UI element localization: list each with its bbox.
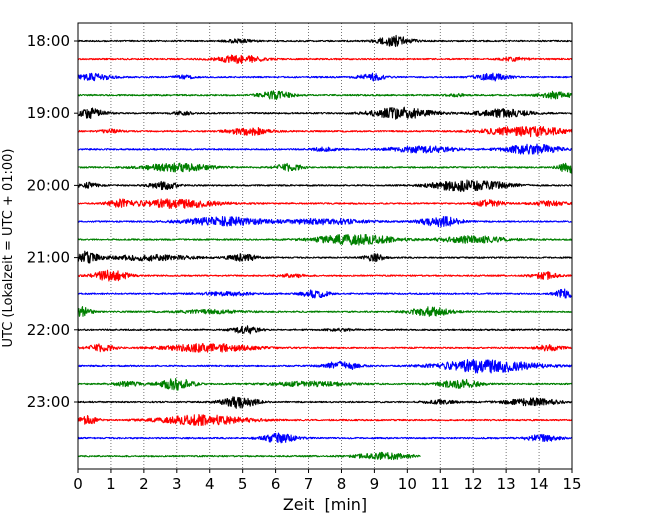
trace-row xyxy=(77,179,573,193)
y-tick-label: 23:00 xyxy=(27,393,70,411)
x-axis-ticks: 0 1 2 3 4 5 6 7 8 9 10 11 12 13 14 15 xyxy=(73,469,582,493)
trace-row xyxy=(77,198,573,209)
trace-row xyxy=(77,215,573,228)
trace-row xyxy=(77,233,573,246)
trace-row xyxy=(77,432,573,444)
y-axis-ticks: 18:00 19:00 20:00 21:00 22:00 23:00 xyxy=(27,32,78,411)
x-tick-label: 5 xyxy=(238,475,248,493)
x-grid xyxy=(110,23,540,469)
x-tick-label: 0 xyxy=(73,475,83,493)
trace-row xyxy=(77,396,573,409)
x-tick-label: 1 xyxy=(106,475,116,493)
trace-row xyxy=(77,34,573,48)
y-tick-label: 18:00 xyxy=(27,32,70,50)
plot-frame xyxy=(77,22,573,470)
trace-row xyxy=(77,343,573,353)
x-tick-label: 13 xyxy=(497,475,516,493)
trace-row xyxy=(77,90,573,100)
x-tick-label: 6 xyxy=(271,475,281,493)
x-tick-label: 4 xyxy=(205,475,215,493)
x-tick-label: 12 xyxy=(464,475,483,493)
x-tick-label: 8 xyxy=(337,475,347,493)
x-tick-label: 14 xyxy=(530,475,549,493)
y-tick-label: 21:00 xyxy=(27,249,70,267)
trace-row xyxy=(77,306,573,317)
trace-row xyxy=(77,125,573,138)
x-tick-label: 3 xyxy=(172,475,182,493)
y-axis-label: UTC (Lokalzeit = UTC + 01:00) xyxy=(1,149,16,348)
x-axis-label: Zeit [min] xyxy=(283,495,367,514)
trace-row xyxy=(77,143,573,155)
trace-row xyxy=(77,54,573,65)
x-tick-label: 15 xyxy=(562,475,581,493)
trace-row xyxy=(77,413,573,427)
y-tick-label: 22:00 xyxy=(27,321,70,339)
trace-row xyxy=(77,162,573,174)
trace-row xyxy=(77,72,573,82)
x-tick-label: 7 xyxy=(304,475,314,493)
trace-row xyxy=(77,377,573,391)
y-tick-label: 19:00 xyxy=(27,104,70,122)
trace-series xyxy=(77,34,573,461)
trace-row xyxy=(77,106,573,120)
trace-row xyxy=(77,269,573,282)
y-tick-label: 20:00 xyxy=(27,176,70,194)
trace-row xyxy=(77,288,573,299)
trace-row xyxy=(77,358,573,374)
x-tick-label: 10 xyxy=(398,475,417,493)
trace-row xyxy=(77,325,573,335)
x-tick-label: 11 xyxy=(431,475,450,493)
x-tick-label: 9 xyxy=(370,475,380,493)
trace-row xyxy=(77,451,421,461)
trace-row xyxy=(77,250,573,264)
x-tick-label: 2 xyxy=(139,475,149,493)
